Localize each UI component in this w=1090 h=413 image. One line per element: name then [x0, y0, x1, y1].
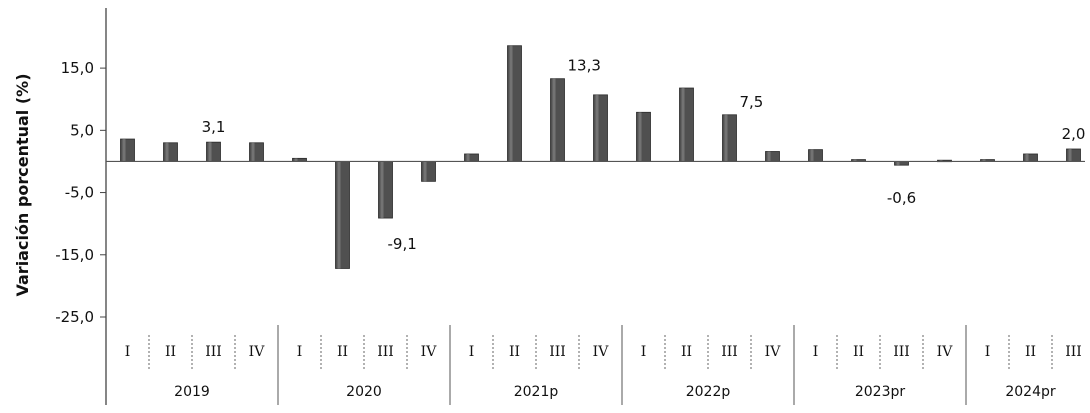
data-label: 13,3	[568, 57, 601, 75]
quarter-label: I	[985, 344, 991, 360]
quarter-label: III	[205, 344, 222, 360]
y-tick-label: 15,0	[61, 59, 94, 77]
y-axis-ticks: 15,0 5,0 -5,0 -15,0 -25,0	[55, 59, 106, 326]
year-label: 2021p	[514, 384, 559, 400]
data-labels: 3,1 -9,1 13,3 7,5 -0,6 2,0	[202, 57, 1086, 253]
y-tick-label: 5,0	[70, 121, 94, 139]
bar-highlight	[466, 153, 470, 162]
quarter-label: III	[893, 344, 910, 360]
quarter-label: IV	[421, 344, 438, 360]
bar-highlight	[509, 45, 513, 162]
bar-highlight	[423, 161, 427, 182]
quarter-label: III	[549, 344, 566, 360]
bar-highlight	[638, 112, 642, 162]
quarter-label: IV	[249, 344, 266, 360]
quarter-label: IV	[937, 344, 954, 360]
quarter-label: III	[377, 344, 394, 360]
quarter-label: II	[509, 344, 520, 360]
y-axis-label: Variación porcentual (%)	[13, 73, 32, 296]
bar-highlight	[767, 151, 771, 162]
year-label: 2022p	[686, 384, 731, 400]
data-label: 3,1	[202, 118, 226, 136]
quarter-label: II	[165, 344, 176, 360]
quarter-label: I	[813, 344, 819, 360]
bar-highlight	[810, 149, 814, 162]
bar-highlight	[208, 142, 212, 162]
bar-highlight	[165, 142, 169, 162]
bar-highlight	[724, 114, 728, 162]
bar-highlight	[380, 161, 384, 219]
quarter-label: IV	[593, 344, 610, 360]
year-label: 2023pr	[855, 384, 906, 400]
bar-highlight	[294, 158, 298, 162]
year-label: 2024pr	[1005, 384, 1056, 400]
data-label: 7,5	[740, 93, 764, 111]
data-label: 2,0	[1062, 125, 1086, 143]
y-tick-label: -15,0	[55, 246, 94, 264]
bar-highlight	[122, 139, 126, 162]
quarter-label: II	[853, 344, 864, 360]
quarter-label: III	[721, 344, 738, 360]
quarter-label: II	[1025, 344, 1036, 360]
year-label: 2019	[174, 384, 210, 400]
quarter-label: II	[337, 344, 348, 360]
data-label: -9,1	[388, 235, 417, 253]
bar-highlight	[982, 159, 986, 162]
data-label: -0,6	[887, 189, 916, 207]
bar-highlight	[1025, 153, 1029, 162]
y-tick-label: -25,0	[55, 308, 94, 326]
quarter-label: I	[125, 344, 131, 360]
quarter-label: III	[1065, 344, 1082, 360]
quarter-label: II	[681, 344, 692, 360]
bar-highlight	[337, 161, 341, 269]
quarter-label: I	[641, 344, 647, 360]
bar-highlight	[853, 159, 857, 162]
bar-highlight	[552, 78, 556, 162]
bar-highlight	[681, 88, 685, 162]
quarter-label: I	[297, 344, 303, 360]
bar-highlight	[595, 94, 599, 162]
year-label: 2020	[346, 384, 382, 400]
quarter-label: I	[469, 344, 475, 360]
y-tick-label: -5,0	[65, 184, 94, 202]
quarter-label: IV	[765, 344, 782, 360]
bar-highlight	[1068, 149, 1072, 162]
bar-highlight	[896, 161, 900, 166]
bar-highlight	[251, 142, 255, 162]
bars	[120, 45, 1081, 269]
